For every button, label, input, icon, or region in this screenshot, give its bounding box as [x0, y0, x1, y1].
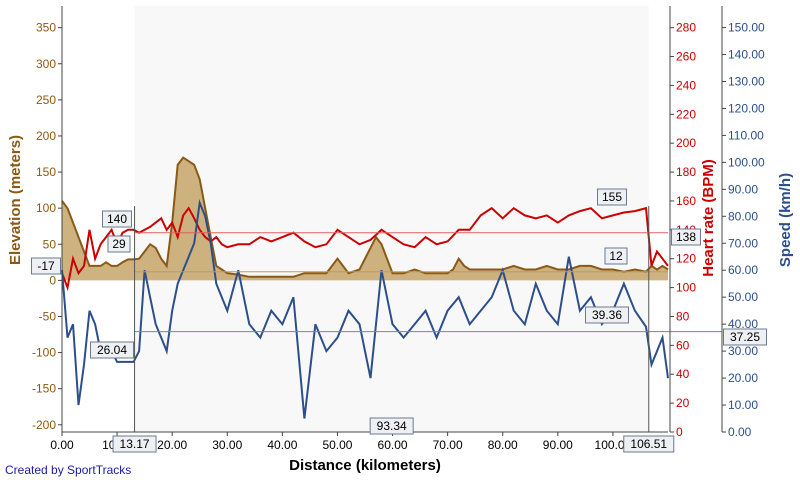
heart-rate-tick-label: 0: [676, 425, 683, 439]
heart-rate-tick-label: 180: [676, 165, 696, 179]
x-tick-label: 40.00: [267, 438, 297, 452]
heart-rate-tick-label: 120: [676, 252, 696, 266]
elevation-end-marker: 12: [609, 249, 623, 263]
speed-average-marker: 37.25: [730, 330, 760, 344]
speed-tick-labels: 150.00 140.00 130.00 120.00 110.00 100.00 90.0…: [722, 21, 765, 439]
selection-end-marker-box: [623, 435, 675, 453]
elevation-tick-label: 250: [36, 93, 56, 107]
heart-rate-tick-label: 60: [676, 338, 690, 352]
heart-rate-tick-label: 280: [676, 21, 696, 35]
x-tick-label: 90.00: [543, 438, 573, 452]
speed-tick-label: 80.00: [728, 209, 758, 223]
heart-rate-tick-label: 160: [676, 194, 696, 208]
x-tick-label: 60.00: [378, 438, 408, 452]
elevation-tick-label: 350: [36, 21, 56, 35]
speed-end-marker: 39.36: [592, 308, 622, 322]
x-tick-label: 0.00: [50, 438, 74, 452]
speed-start-marker-box: [90, 341, 134, 359]
heart-rate-tick-label: 200: [676, 136, 696, 150]
elevation-start-marker: 29: [112, 237, 126, 251]
heart-rate-tick-label: 100: [676, 281, 696, 295]
speed-end-marker-box: [585, 306, 629, 324]
speed-line-layer: [61, 198, 669, 419]
elevation-min-marker-box: [31, 257, 61, 275]
speed-tick-label: 0.00: [728, 425, 752, 439]
selection-band[interactable]: [134, 6, 649, 432]
elevation-start-marker-box: [107, 235, 131, 253]
heart-rate-tick-label: 20: [676, 396, 690, 410]
selection-start-marker-box: [112, 435, 157, 453]
speed-tick-label: 20.00: [728, 371, 758, 385]
selection-span-marker-box: [369, 417, 414, 435]
elevation-tick-label: 100: [36, 201, 56, 215]
elevation-tick-labels: 350 300 250 200 150 100 50 0 -50 -100 -150 -200: [32, 21, 62, 432]
speed-tick-label: 130.00: [728, 74, 765, 88]
elevation-min-marker: -17: [37, 259, 55, 273]
elevation-tick-label: 0: [49, 273, 56, 287]
elevation-tick-label: 50: [43, 237, 57, 251]
hr-start-marker: 140: [107, 212, 127, 226]
heart-rate-tick-label: 80: [676, 309, 690, 323]
speed-start-marker: 26.04: [97, 343, 127, 357]
hr-end-marker-box: [597, 188, 627, 206]
heart-rate-tick-label: 220: [676, 107, 696, 121]
selection-end-marker: 106.51: [630, 437, 667, 451]
speed-tick-label: 150.00: [728, 21, 765, 35]
elevation-tick-label: -200: [32, 418, 56, 432]
hr-average-marker: 138: [676, 230, 696, 244]
elevation-line: [61, 156, 669, 278]
speed-tick-label: 140.00: [728, 48, 765, 62]
elevation-tick-label: -150: [32, 382, 56, 396]
hr-average-marker-box: [671, 228, 701, 246]
elevation-tick-label: 200: [36, 129, 56, 143]
elevation-tick-label: -50: [39, 309, 57, 323]
speed-line: [61, 198, 669, 419]
x-tick-label: 100.00: [595, 438, 632, 452]
selection-span-marker: 93.34: [377, 419, 407, 433]
elevation-end-marker-box: [604, 247, 628, 265]
speed-tick-label: 100.00: [728, 155, 765, 169]
speed-tick-label: 10.00: [728, 398, 758, 412]
elevation-tick-label: 300: [36, 57, 56, 71]
speed-tick-label: 110.00: [728, 128, 764, 142]
speed-axis-title: Speed (km/h): [777, 173, 794, 267]
heart-rate-tick-label: 240: [676, 78, 696, 92]
speed-average-marker-box: [723, 328, 767, 346]
heart-rate-tick-label: 40: [676, 367, 690, 381]
elevation-axis-title: Elevation (meters): [7, 135, 24, 265]
credit-link[interactable]: Created by SportTracks: [5, 463, 131, 477]
x-tick-label: 30.00: [212, 438, 242, 452]
heart-rate-tick-labels: 280260240220200180160140120100806040200: [670, 21, 696, 439]
elevation-tick-label: -100: [32, 346, 56, 360]
speed-tick-label: 90.00: [728, 182, 758, 196]
speed-tick-label: 40.00: [728, 317, 758, 331]
x-tick-label: 80.00: [488, 438, 518, 452]
speed-tick-label: 60.00: [728, 263, 758, 277]
hr-end-marker: 155: [602, 190, 622, 204]
heart-rate-axis-title: Heart rate (BPM): [700, 159, 717, 277]
hr-start-marker-box: [102, 210, 132, 228]
selection-start-marker: 13.17: [120, 437, 150, 451]
heart-rate-tick-label: 260: [676, 50, 696, 64]
speed-tick-label: 70.00: [728, 236, 758, 250]
value-marker-layer: 140 29 -17 26.04 155 12 39.36 138 37.25 93.34 13.1…: [31, 188, 767, 453]
speed-tick-label: 120.00: [728, 101, 765, 115]
elevation-tick-label: 150: [36, 165, 56, 179]
speed-tick-label: 50.00: [728, 290, 758, 304]
x-tick-label: 70.00: [433, 438, 463, 452]
x-tick-label: 50.00: [322, 438, 352, 452]
speed-tick-label: 30.00: [728, 344, 758, 358]
x-tick-label: 20.00: [157, 438, 187, 452]
x-axis-title: Distance (kilometers): [289, 457, 441, 474]
